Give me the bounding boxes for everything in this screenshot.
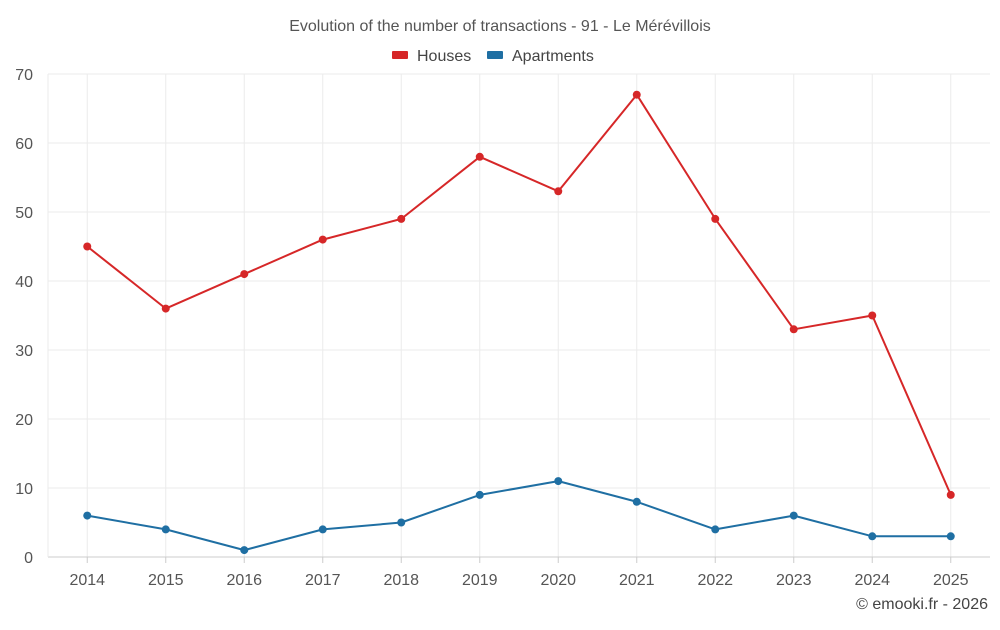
data-point-apartments-2016[interactable]	[240, 546, 249, 555]
data-point-apartments-2023[interactable]	[789, 511, 798, 520]
data-point-apartments-2017[interactable]	[318, 525, 327, 534]
data-point-apartments-2022[interactable]	[711, 525, 720, 534]
data-point-houses-2024[interactable]	[868, 311, 877, 320]
data-point-houses-2021[interactable]	[632, 90, 641, 99]
legend-swatch-houses	[392, 51, 408, 59]
series-houses	[83, 90, 955, 499]
data-point-houses-2015[interactable]	[161, 304, 170, 313]
chart-title: Evolution of the number of transactions …	[289, 18, 711, 35]
data-point-apartments-2019[interactable]	[475, 490, 484, 499]
legend-label-houses: Houses	[417, 48, 471, 65]
grid	[48, 73, 990, 557]
x-tick-label-2024: 2024	[854, 572, 890, 589]
x-tick-label-2020: 2020	[540, 572, 576, 589]
data-point-apartments-2020[interactable]	[554, 477, 563, 486]
x-tick-label-2015: 2015	[148, 572, 184, 589]
data-point-houses-2022[interactable]	[711, 214, 720, 223]
data-point-apartments-2014[interactable]	[83, 511, 92, 520]
x-tick-label-2025: 2025	[933, 572, 969, 589]
legend-item-houses[interactable]: Houses	[392, 48, 471, 65]
series-line-apartments	[87, 480, 951, 552]
x-tick-label-2022: 2022	[697, 572, 733, 589]
series	[83, 90, 955, 555]
data-point-houses-2025[interactable]	[946, 490, 955, 499]
data-point-apartments-2021[interactable]	[632, 497, 641, 506]
data-point-houses-2017[interactable]	[318, 235, 327, 244]
axes: 0 10 20 30 40 50 60 70 2014 2015 2016 2017 2018 2019 2…	[15, 67, 990, 589]
y-tick-label-20: 20	[15, 412, 33, 429]
y-tick-label-60: 60	[15, 136, 33, 153]
y-tick-label-30: 30	[15, 343, 33, 360]
series-line-houses	[86, 93, 952, 496]
x-tick-label-2021: 2021	[619, 572, 655, 589]
y-tick-label-10: 10	[15, 481, 33, 498]
y-tick-label-0: 0	[24, 550, 33, 567]
data-point-houses-2023[interactable]	[789, 325, 798, 334]
credit-text: © emooki.fr - 2026	[856, 596, 988, 613]
x-tick-label-2023: 2023	[776, 572, 812, 589]
x-tick-label-2016: 2016	[226, 572, 262, 589]
x-tick-label-2014: 2014	[69, 572, 105, 589]
data-point-apartments-2024[interactable]	[868, 532, 877, 541]
x-tick-label-2019: 2019	[462, 572, 498, 589]
data-point-apartments-2018[interactable]	[397, 518, 406, 527]
data-point-apartments-2025[interactable]	[946, 532, 955, 541]
y-tick-label-50: 50	[15, 205, 33, 222]
y-tick-label-40: 40	[15, 274, 33, 291]
data-point-houses-2019[interactable]	[475, 152, 484, 161]
data-point-houses-2018[interactable]	[397, 214, 406, 223]
x-tick-label-2017: 2017	[305, 572, 341, 589]
data-point-houses-2016[interactable]	[240, 270, 249, 279]
x-tick-label-2018: 2018	[383, 572, 419, 589]
legend-label-apartments: Apartments	[512, 48, 594, 65]
series-apartments	[83, 477, 955, 555]
data-point-houses-2014[interactable]	[83, 242, 92, 251]
data-point-apartments-2015[interactable]	[161, 525, 170, 534]
legend-item-apartments[interactable]: Apartments	[487, 48, 594, 65]
y-tick-label-70: 70	[15, 67, 33, 84]
legend: Houses Apartments	[392, 48, 594, 65]
legend-swatch-apartments	[487, 51, 503, 59]
data-point-houses-2020[interactable]	[554, 187, 563, 196]
